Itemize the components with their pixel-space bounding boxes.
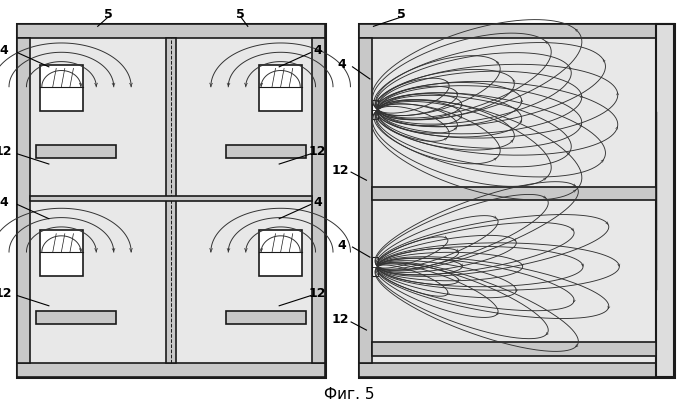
Bar — [372, 257, 378, 276]
Text: 4: 4 — [313, 44, 322, 57]
Bar — [226, 145, 306, 158]
Bar — [359, 363, 669, 377]
Bar — [372, 187, 656, 200]
Bar — [17, 24, 325, 377]
Text: 4: 4 — [338, 239, 346, 252]
Bar — [372, 342, 656, 356]
Bar — [40, 230, 83, 276]
Bar — [359, 24, 674, 377]
Bar — [30, 196, 312, 201]
Text: 12: 12 — [331, 313, 349, 326]
Text: 5: 5 — [237, 8, 245, 21]
Bar — [259, 65, 302, 111]
Bar — [36, 311, 116, 324]
Bar — [17, 38, 30, 363]
Text: 4: 4 — [338, 58, 346, 71]
Text: 12: 12 — [331, 164, 349, 177]
Text: 12: 12 — [0, 287, 13, 300]
Bar — [372, 100, 378, 119]
Bar — [40, 65, 83, 111]
Bar — [36, 145, 116, 158]
Text: 4: 4 — [313, 196, 322, 209]
Bar — [17, 24, 325, 38]
Text: 12: 12 — [309, 287, 327, 300]
Text: 4: 4 — [0, 196, 8, 209]
Bar — [166, 38, 176, 363]
Text: 4: 4 — [0, 44, 8, 57]
Bar — [656, 24, 674, 377]
Text: 12: 12 — [0, 145, 13, 158]
Text: 5: 5 — [104, 8, 112, 21]
Bar — [226, 311, 306, 324]
Bar — [359, 38, 372, 363]
Text: Фиг. 5: Фиг. 5 — [324, 387, 374, 403]
Bar — [359, 24, 669, 38]
Text: 5: 5 — [397, 8, 406, 21]
Bar — [259, 230, 302, 276]
Bar — [312, 38, 325, 363]
Text: 12: 12 — [309, 145, 327, 158]
Bar — [17, 363, 325, 377]
